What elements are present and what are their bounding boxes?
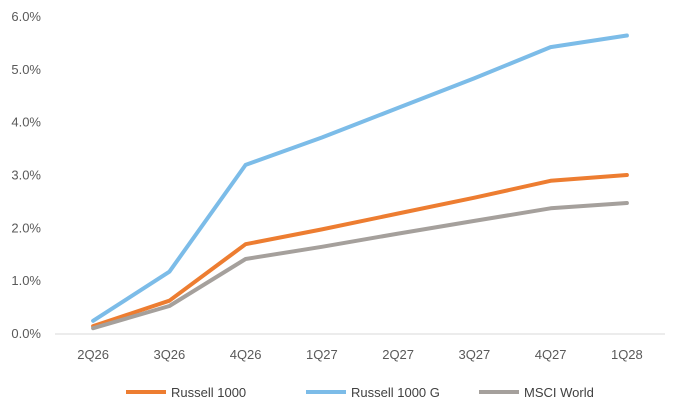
legend: Russell 1000 Russell 1000 G MSCI World bbox=[126, 385, 594, 400]
series-line bbox=[91, 173, 629, 329]
x-tick-label: 3Q27 bbox=[458, 347, 490, 362]
x-tick-label: 2Q26 bbox=[77, 347, 109, 362]
x-tick-label: 3Q26 bbox=[153, 347, 185, 362]
x-tick-label: 4Q26 bbox=[230, 347, 262, 362]
y-tick-label: 0.0% bbox=[11, 326, 41, 341]
y-tick-label: 4.0% bbox=[11, 115, 41, 130]
x-tick-label: 1Q27 bbox=[306, 347, 338, 362]
x-tick-label: 4Q27 bbox=[535, 347, 567, 362]
x-tick-label: 2Q27 bbox=[382, 347, 414, 362]
y-tick-label: 2.0% bbox=[11, 220, 41, 235]
legend-label: Russell 1000 G bbox=[351, 385, 440, 400]
series-line bbox=[91, 201, 629, 331]
y-tick-label: 6.0% bbox=[11, 9, 41, 24]
y-tick-label: 5.0% bbox=[11, 62, 41, 77]
y-axis-ticks: 0.0% 1.0% 2.0% 3.0% 4.0% 5.0% 6.0% bbox=[11, 9, 41, 341]
y-tick-label: 3.0% bbox=[11, 168, 41, 183]
x-tick-label: 1Q28 bbox=[611, 347, 643, 362]
series-lines bbox=[91, 33, 629, 331]
y-tick-label: 1.0% bbox=[11, 273, 41, 288]
legend-label: Russell 1000 bbox=[171, 385, 246, 400]
x-axis-ticks: 2Q26 3Q26 4Q26 1Q27 2Q27 3Q27 4Q27 1Q28 bbox=[77, 347, 643, 362]
series-line bbox=[91, 33, 629, 323]
legend-label: MSCI World bbox=[524, 385, 594, 400]
